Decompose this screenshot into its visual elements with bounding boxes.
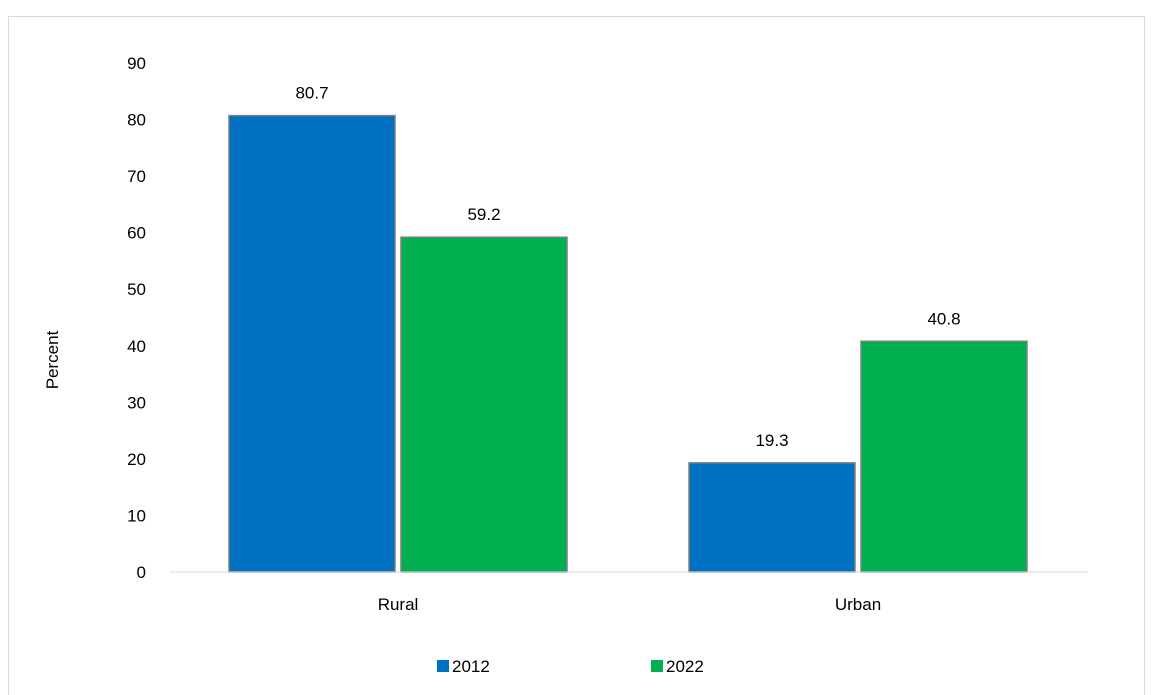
legend: 2012 2022	[437, 657, 704, 676]
legend-swatch	[651, 660, 663, 672]
x-tick-label: Rural	[378, 595, 419, 614]
legend-label: 2012	[452, 657, 490, 676]
y-tick-label: 50	[127, 280, 146, 299]
data-label: 40.8	[927, 309, 960, 328]
bar-rural-2022	[400, 236, 568, 573]
bars: 80.7 59.2 19.3 40.8	[228, 84, 1028, 573]
y-tick-label: 20	[127, 450, 146, 469]
y-axis-ticks: 0 10 20 30 40 50 60 70 80 90	[127, 54, 146, 582]
y-tick-label: 30	[127, 393, 146, 412]
bar-urban-2012	[688, 462, 856, 573]
y-tick-label: 40	[127, 337, 146, 356]
y-tick-label: 0	[137, 563, 146, 582]
y-tick-label: 80	[127, 111, 146, 130]
y-tick-label: 90	[127, 54, 146, 73]
bar-urban-2022	[860, 340, 1028, 573]
data-label: 19.3	[755, 431, 788, 450]
bar-rural-2012	[228, 114, 396, 573]
y-tick-label: 60	[127, 224, 146, 243]
x-axis-ticks: Rural Urban	[378, 595, 881, 614]
legend-swatch	[437, 660, 449, 672]
legend-label: 2022	[666, 657, 704, 676]
y-tick-label: 70	[127, 167, 146, 186]
data-label: 80.7	[295, 84, 328, 103]
data-label: 59.2	[467, 205, 500, 224]
x-tick-label: Urban	[835, 595, 881, 614]
y-axis-label: Percent	[43, 330, 62, 389]
y-tick-label: 10	[127, 506, 146, 525]
chart-frame	[8, 16, 1145, 695]
